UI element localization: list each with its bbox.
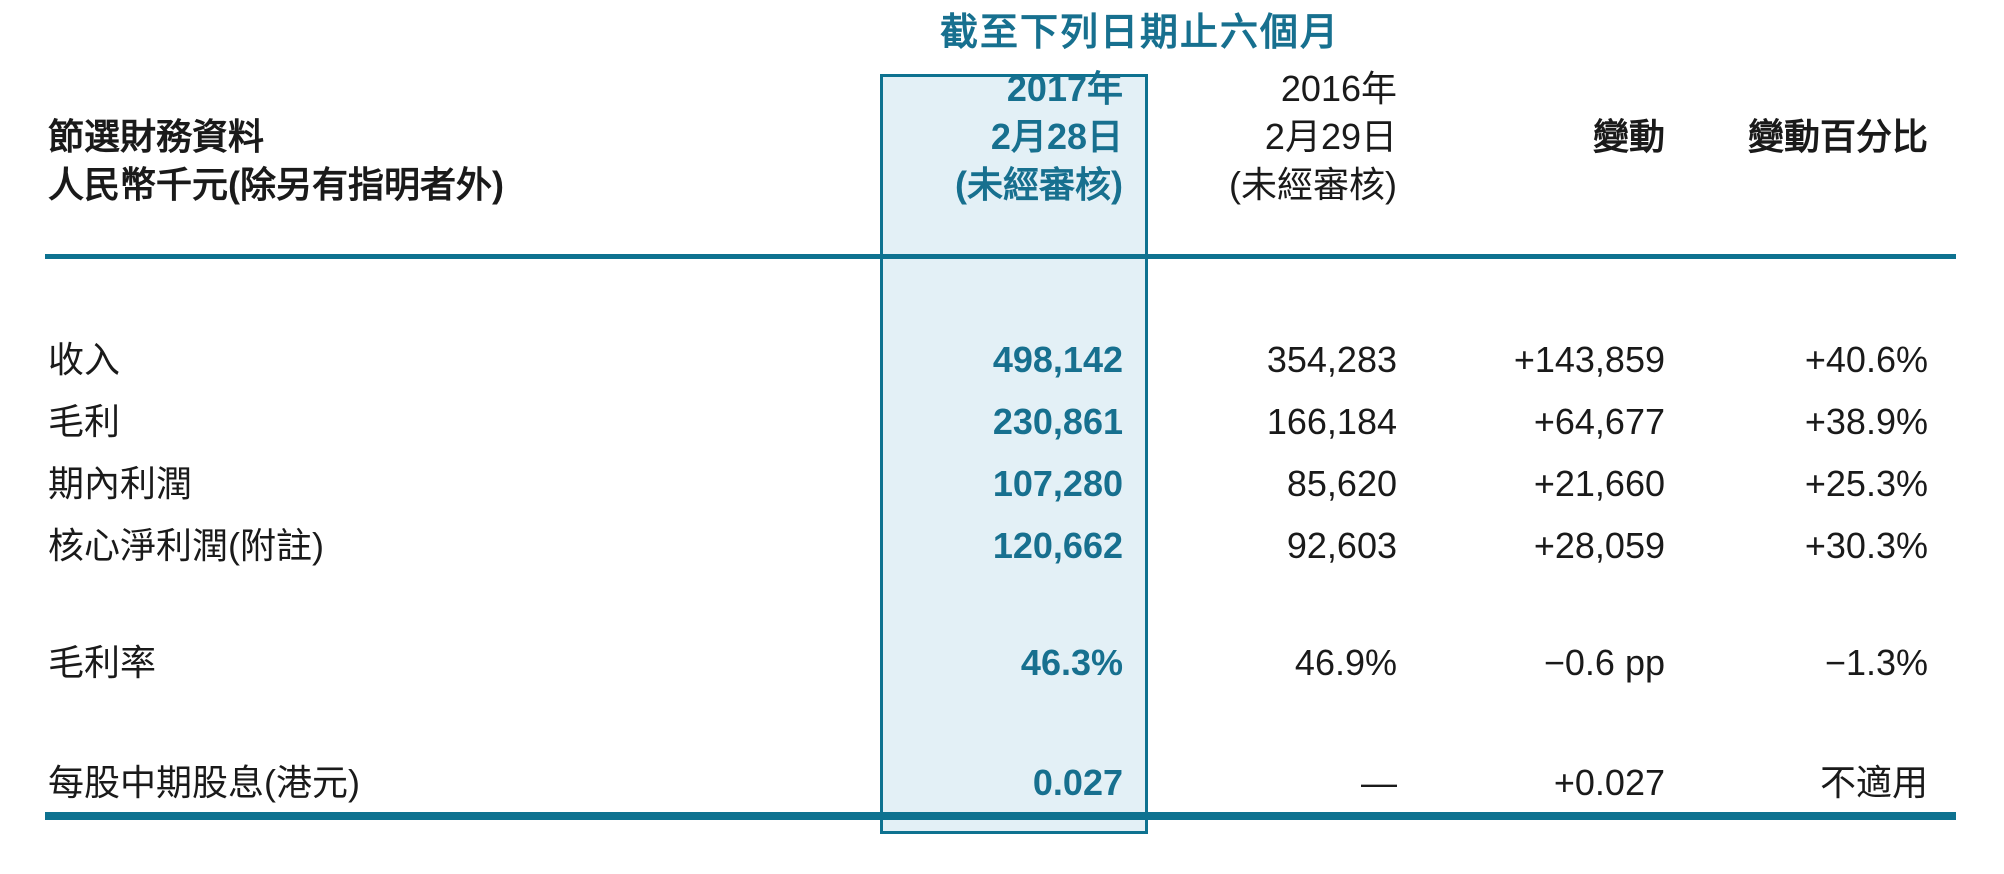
- row-gross-profit-change: +64,677: [1533, 401, 1665, 442]
- row-label-period-profit: 期內利潤: [48, 463, 193, 504]
- header-2016-year: 2016年: [1280, 68, 1397, 109]
- row-gross-margin-2017: 46.3%: [1020, 642, 1123, 683]
- row-label-core-net-profit: 核心淨利潤(附註): [48, 525, 324, 566]
- table-title: 截至下列日期止六個月: [939, 12, 1340, 54]
- table-bottom-rule: [45, 812, 1956, 820]
- row-interim-dividend-2017: 0.027: [1032, 762, 1123, 803]
- row-interim-dividend-change: +0.027: [1553, 762, 1665, 803]
- row-gross-margin-change-pct: −1.3%: [1824, 642, 1928, 683]
- header-change-percent: 變動百分比: [1747, 116, 1928, 157]
- row-interim-dividend-change-pct: 不適用: [1819, 762, 1928, 803]
- header-2016-unaudited: (未經審核): [1229, 164, 1397, 205]
- highlight-column-box: [880, 74, 1148, 834]
- header-change: 變動: [1592, 116, 1665, 157]
- row-label-interim-dividend: 每股中期股息(港元): [48, 762, 360, 803]
- row-revenue-change: +143,859: [1513, 339, 1665, 380]
- row-revenue-change-pct: +40.6%: [1804, 339, 1928, 380]
- row-core-net-profit-change-pct: +30.3%: [1804, 525, 1928, 566]
- header-2017-unaudited: (未經審核): [955, 164, 1123, 205]
- row-label-gross-profit: 毛利: [48, 401, 121, 442]
- header-2017-year: 2017年: [1006, 68, 1123, 109]
- row-core-net-profit-2017: 120,662: [992, 525, 1123, 566]
- row-period-profit-change: +21,660: [1533, 463, 1665, 504]
- row-period-profit-2016: 85,620: [1286, 463, 1397, 504]
- row-period-profit-2017: 107,280: [992, 463, 1123, 504]
- row-gross-profit-change-pct: +38.9%: [1804, 401, 1928, 442]
- header-2016-date: 2月29日: [1264, 116, 1397, 157]
- row-label-revenue: 收入: [48, 339, 121, 380]
- row-label-gross-margin: 毛利率: [48, 642, 157, 683]
- row-interim-dividend-2016: —: [1361, 762, 1397, 803]
- row-gross-margin-2016: 46.9%: [1294, 642, 1397, 683]
- row-gross-profit-2017: 230,861: [992, 401, 1123, 442]
- header-2017-date: 2月28日: [990, 116, 1123, 157]
- row-revenue-2016: 354,283: [1266, 339, 1397, 380]
- row-gross-profit-2016: 166,184: [1266, 401, 1397, 442]
- row-gross-margin-change: −0.6 pp: [1543, 642, 1665, 683]
- row-core-net-profit-change: +28,059: [1533, 525, 1665, 566]
- row-period-profit-change-pct: +25.3%: [1804, 463, 1928, 504]
- row-revenue-2017: 498,142: [992, 339, 1123, 380]
- header-divider-rule: [45, 254, 1956, 259]
- stub-header-line2: 人民幣千元(除另有指明者外): [48, 164, 504, 205]
- stub-header-line1: 節選財務資料: [48, 116, 265, 157]
- row-core-net-profit-2016: 92,603: [1286, 525, 1397, 566]
